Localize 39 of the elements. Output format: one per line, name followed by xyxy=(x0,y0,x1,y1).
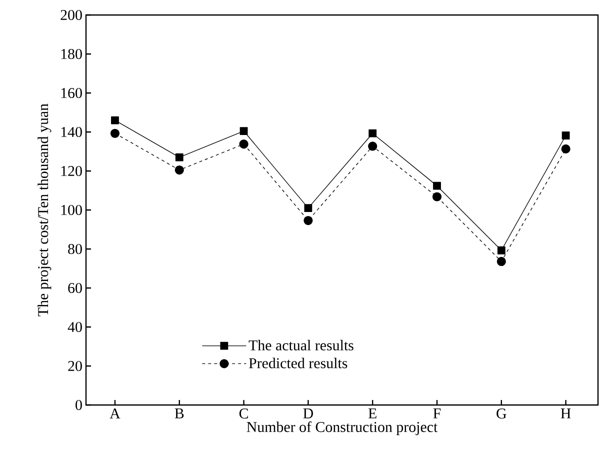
y-tick-label: 140 xyxy=(61,126,82,138)
y-tick-label: 120 xyxy=(61,166,82,176)
x-tick-label: G xyxy=(496,408,506,419)
point xyxy=(304,216,313,226)
y-tick-label: 180 xyxy=(61,48,82,60)
point xyxy=(496,256,506,266)
y-axis-title: The project cost/Ten thousand yuan xyxy=(38,104,52,316)
y-tick-label: 60 xyxy=(68,282,82,294)
y-tick-label: 100 xyxy=(61,204,82,216)
x-tick-label: E xyxy=(368,408,376,418)
y-tick-label: 0 xyxy=(76,400,82,410)
y-tick-label: 160 xyxy=(61,88,82,98)
legend-label: Predicted results xyxy=(248,358,348,368)
point xyxy=(432,192,442,202)
x-tick-label: A xyxy=(110,408,120,418)
point xyxy=(110,128,120,138)
x-tick-label: F xyxy=(433,408,441,418)
y-tick-label: 20 xyxy=(68,360,82,372)
point xyxy=(304,204,312,212)
legend-label: The actual results xyxy=(248,340,354,350)
x-axis-title: Number of Construction project xyxy=(246,421,438,436)
point xyxy=(433,182,441,190)
point xyxy=(175,153,184,162)
point xyxy=(240,127,248,135)
point xyxy=(174,165,184,175)
x-tick-label: B xyxy=(174,408,184,418)
x-tick-label: H xyxy=(560,408,571,418)
point xyxy=(368,129,377,138)
y-tick-label: 80 xyxy=(68,244,82,254)
y-tick-label: 200 xyxy=(60,10,82,20)
y-tick-label: 40 xyxy=(68,322,82,332)
point xyxy=(111,116,119,124)
point xyxy=(497,246,506,254)
point xyxy=(561,144,570,154)
x-tick-label: C xyxy=(239,408,248,419)
x-tick-label: D xyxy=(303,408,313,418)
point xyxy=(239,140,248,149)
point xyxy=(562,132,570,140)
point xyxy=(368,142,378,151)
